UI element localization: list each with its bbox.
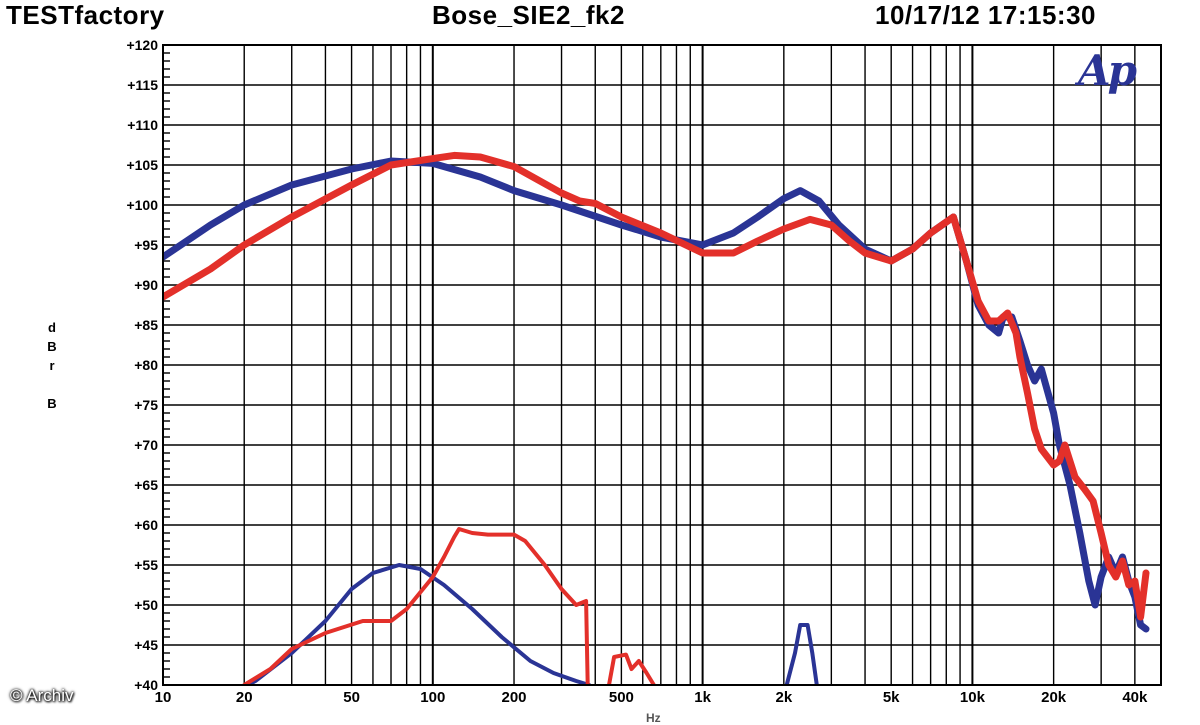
- x-tick-label: 20: [236, 689, 253, 706]
- y-tick-labels: +120 +115 +110 +105 +100 +95 +90 +85 +80 +75 +70 +6…: [126, 37, 158, 693]
- ap-logo: Ap: [1078, 46, 1137, 95]
- header-left: TESTfactory: [6, 0, 165, 30]
- x-tick-label: 50: [343, 689, 360, 706]
- x-tick-label: 10k: [960, 689, 986, 706]
- y-tick-label: +115: [127, 77, 158, 93]
- series-line-3: [243, 563, 592, 685]
- x-tick-label: 5k: [883, 689, 900, 706]
- x-tick-label: 10: [155, 689, 172, 706]
- copyright-watermark: © Archiv: [10, 686, 74, 705]
- x-tick-label: 20k: [1041, 689, 1067, 706]
- y-tick-label: +75: [134, 397, 158, 413]
- x-tick-label: 100: [420, 689, 445, 706]
- series-line-5: [607, 652, 656, 685]
- chart-title: Bose_SIE2_fk2: [432, 0, 625, 30]
- x-tick-label: 200: [502, 689, 527, 706]
- series-line-6: [784, 623, 819, 685]
- y-axis-label-part: B: [47, 396, 57, 411]
- y-tick-label: +90: [134, 277, 158, 293]
- x-tick-label: 1k: [694, 689, 711, 706]
- header-timestamp: 10/17/12 17:15:30: [875, 0, 1097, 30]
- y-tick-label: +105: [126, 157, 158, 173]
- y-axis-label-part: d: [48, 320, 56, 335]
- series-line-4: [242, 527, 590, 685]
- x-axis-unit-label: Hz: [646, 711, 661, 725]
- y-tick-label: +110: [127, 117, 158, 133]
- x-tick-label: 500: [609, 689, 634, 706]
- y-tick-label: +40: [134, 677, 158, 693]
- y-tick-label: +120: [126, 37, 158, 53]
- y-tick-label: +70: [134, 437, 158, 453]
- x-tick-labels: 10 20 50 100 200 500 1k 2k 5k 10k 20k 40k: [155, 689, 1148, 706]
- y-tick-label: +85: [134, 317, 158, 333]
- y-tick-label: +55: [134, 557, 158, 573]
- y-tick-label: +100: [126, 197, 158, 213]
- x-tick-label: 2k: [775, 689, 792, 706]
- y-axis-label-part: r: [49, 358, 55, 373]
- y-tick-label: +95: [134, 237, 158, 253]
- plot-frame: [162, 44, 1162, 686]
- y-tick-label: +45: [134, 637, 158, 653]
- series-layer: [163, 151, 1150, 685]
- y-axis-label-part: B: [47, 339, 57, 354]
- y-tick-label: +65: [134, 477, 158, 493]
- y-axis-label: d B r B: [40, 318, 64, 413]
- y-tick-label: +50: [134, 597, 158, 613]
- x-tick-label: 40k: [1122, 689, 1148, 706]
- y-tick-label: +60: [134, 517, 158, 533]
- series-line-2: [163, 151, 1150, 621]
- y-tick-label: +80: [134, 357, 158, 373]
- y-axis-label-part: [40, 375, 64, 394]
- grid-layer: [162, 44, 1162, 686]
